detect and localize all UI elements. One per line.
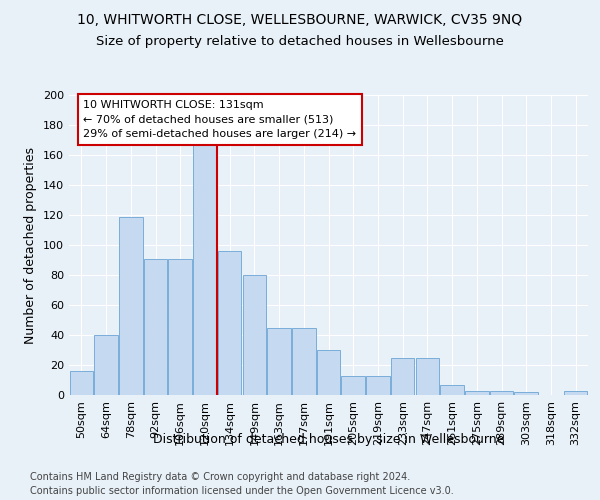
- Bar: [94, 335, 118, 395]
- Y-axis label: Number of detached properties: Number of detached properties: [25, 146, 37, 344]
- Bar: [70, 371, 93, 395]
- Bar: [144, 258, 167, 395]
- Text: 10 WHITWORTH CLOSE: 131sqm
← 70% of detached houses are smaller (513)
29% of sem: 10 WHITWORTH CLOSE: 131sqm ← 70% of deta…: [83, 100, 356, 139]
- Bar: [242, 275, 266, 395]
- Bar: [465, 390, 488, 395]
- Bar: [218, 251, 241, 395]
- Bar: [341, 376, 365, 395]
- Bar: [490, 390, 513, 395]
- Bar: [292, 328, 316, 395]
- Bar: [193, 144, 217, 395]
- Bar: [119, 216, 143, 395]
- Bar: [564, 390, 587, 395]
- Bar: [169, 258, 192, 395]
- Bar: [366, 376, 389, 395]
- Text: 10, WHITWORTH CLOSE, WELLESBOURNE, WARWICK, CV35 9NQ: 10, WHITWORTH CLOSE, WELLESBOURNE, WARWI…: [77, 12, 523, 26]
- Bar: [391, 358, 415, 395]
- Bar: [317, 350, 340, 395]
- Bar: [514, 392, 538, 395]
- Text: Distribution of detached houses by size in Wellesbourne: Distribution of detached houses by size …: [153, 432, 505, 446]
- Text: Size of property relative to detached houses in Wellesbourne: Size of property relative to detached ho…: [96, 35, 504, 48]
- Bar: [416, 358, 439, 395]
- Text: Contains public sector information licensed under the Open Government Licence v3: Contains public sector information licen…: [30, 486, 454, 496]
- Bar: [440, 384, 464, 395]
- Text: Contains HM Land Registry data © Crown copyright and database right 2024.: Contains HM Land Registry data © Crown c…: [30, 472, 410, 482]
- Bar: [268, 328, 291, 395]
